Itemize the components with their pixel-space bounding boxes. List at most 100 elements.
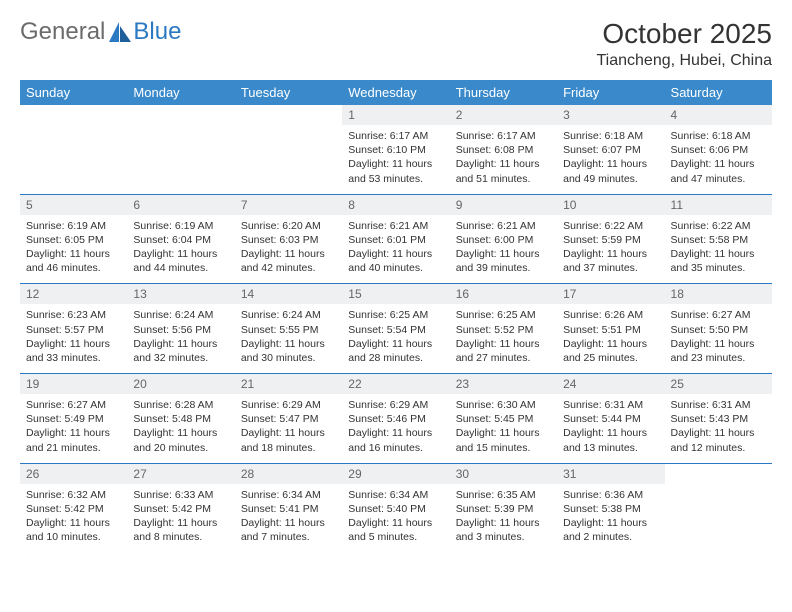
day-line: Sunrise: 6:19 AM (133, 219, 228, 233)
calendar-cell: 18Sunrise: 6:27 AMSunset: 5:50 PMDayligh… (665, 284, 772, 374)
day-line: Sunset: 5:40 PM (348, 502, 443, 516)
day-content: Sunrise: 6:25 AMSunset: 5:54 PMDaylight:… (342, 304, 449, 373)
day-line: and 20 minutes. (133, 441, 228, 455)
day-line: Daylight: 11 hours (348, 516, 443, 530)
day-line: Daylight: 11 hours (456, 337, 551, 351)
day-line: Sunset: 6:06 PM (671, 143, 766, 157)
day-line: and 16 minutes. (348, 441, 443, 455)
location-label: Tiancheng, Hubei, China (596, 52, 772, 70)
weekday-header: Wednesday (342, 80, 449, 105)
day-line: Sunrise: 6:36 AM (563, 488, 658, 502)
day-line: Sunset: 6:07 PM (563, 143, 658, 157)
title-block: October 2025 Tiancheng, Hubei, China (596, 18, 772, 70)
calendar-cell: 31Sunrise: 6:36 AMSunset: 5:38 PMDayligh… (557, 463, 664, 552)
calendar-cell: 8Sunrise: 6:21 AMSunset: 6:01 PMDaylight… (342, 194, 449, 284)
calendar-cell: 28Sunrise: 6:34 AMSunset: 5:41 PMDayligh… (235, 463, 342, 552)
day-line: Daylight: 11 hours (26, 337, 121, 351)
day-line: and 37 minutes. (563, 261, 658, 275)
day-line: Sunrise: 6:33 AM (133, 488, 228, 502)
calendar-table: Sunday Monday Tuesday Wednesday Thursday… (20, 80, 772, 552)
day-line: Daylight: 11 hours (671, 247, 766, 261)
day-line: Sunrise: 6:29 AM (241, 398, 336, 412)
day-line: Sunrise: 6:34 AM (241, 488, 336, 502)
day-content: Sunrise: 6:29 AMSunset: 5:46 PMDaylight:… (342, 394, 449, 463)
day-number: 2 (450, 105, 557, 125)
day-line: and 42 minutes. (241, 261, 336, 275)
day-line: Sunset: 5:54 PM (348, 323, 443, 337)
weekday-row: Sunday Monday Tuesday Wednesday Thursday… (20, 80, 772, 105)
day-line: Sunset: 6:05 PM (26, 233, 121, 247)
day-line: Sunset: 6:04 PM (133, 233, 228, 247)
day-line: Daylight: 11 hours (563, 157, 658, 171)
day-line: Sunset: 5:49 PM (26, 412, 121, 426)
day-number: 20 (127, 374, 234, 394)
day-line: Sunset: 5:59 PM (563, 233, 658, 247)
day-line: and 15 minutes. (456, 441, 551, 455)
day-number: 23 (450, 374, 557, 394)
day-line: Daylight: 11 hours (133, 426, 228, 440)
calendar-page: General Blue October 2025 Tiancheng, Hub… (0, 0, 792, 552)
day-line: Daylight: 11 hours (348, 337, 443, 351)
day-line: and 10 minutes. (26, 530, 121, 544)
day-line: and 25 minutes. (563, 351, 658, 365)
day-line: Daylight: 11 hours (241, 516, 336, 530)
day-number: 8 (342, 195, 449, 215)
day-line: Daylight: 11 hours (133, 516, 228, 530)
day-line: Sunset: 5:57 PM (26, 323, 121, 337)
day-content: Sunrise: 6:17 AMSunset: 6:10 PMDaylight:… (342, 125, 449, 194)
day-line: and 32 minutes. (133, 351, 228, 365)
day-number: 15 (342, 284, 449, 304)
day-line: Sunset: 5:51 PM (563, 323, 658, 337)
calendar-week: 12Sunrise: 6:23 AMSunset: 5:57 PMDayligh… (20, 284, 772, 374)
day-line: Sunset: 5:52 PM (456, 323, 551, 337)
day-content: Sunrise: 6:22 AMSunset: 5:58 PMDaylight:… (665, 215, 772, 284)
calendar-cell: 12 Sunrise: 6:23 AMSunset: 5:57 PMDayligh… (20, 284, 127, 374)
day-content: Sunrise: 6:32 AMSunset: 5:42 PMDaylight:… (20, 484, 127, 553)
day-line: Daylight: 11 hours (26, 516, 121, 530)
day-number: 3 (557, 105, 664, 125)
calendar-cell (20, 105, 127, 194)
day-number: 28 (235, 464, 342, 484)
day-line: Sunset: 5:43 PM (671, 412, 766, 426)
calendar-cell: 26Sunrise: 6:32 AMSunset: 5:42 PMDayligh… (20, 463, 127, 552)
day-number: 17 (557, 284, 664, 304)
calendar-cell: 23Sunrise: 6:30 AMSunset: 5:45 PMDayligh… (450, 374, 557, 464)
day-line: and 13 minutes. (563, 441, 658, 455)
day-content: Sunrise: 6:22 AMSunset: 5:59 PMDaylight:… (557, 215, 664, 284)
day-content: Sunrise: 6:34 AMSunset: 5:40 PMDaylight:… (342, 484, 449, 553)
day-number: 16 (450, 284, 557, 304)
day-line: Sunrise: 6:25 AM (348, 308, 443, 322)
day-number: 12 (20, 284, 127, 304)
day-line: Daylight: 11 hours (456, 516, 551, 530)
day-line: Sunset: 5:56 PM (133, 323, 228, 337)
day-line: Daylight: 11 hours (348, 157, 443, 171)
calendar-cell: 25Sunrise: 6:31 AMSunset: 5:43 PMDayligh… (665, 374, 772, 464)
calendar-week: 5Sunrise: 6:19 AMSunset: 6:05 PMDaylight… (20, 194, 772, 284)
day-number: 24 (557, 374, 664, 394)
calendar-cell (235, 105, 342, 194)
day-number: 14 (235, 284, 342, 304)
day-content (20, 125, 127, 137)
day-content: Sunrise: 6:24 AMSunset: 5:56 PMDaylight:… (127, 304, 234, 373)
day-line: Sunset: 5:58 PM (671, 233, 766, 247)
day-content: Sunrise: 6:24 AMSunset: 5:55 PMDaylight:… (235, 304, 342, 373)
calendar-cell: 4Sunrise: 6:18 AMSunset: 6:06 PMDaylight… (665, 105, 772, 194)
day-number: 29 (342, 464, 449, 484)
day-line: and 21 minutes. (26, 441, 121, 455)
calendar-cell: 10Sunrise: 6:22 AMSunset: 5:59 PMDayligh… (557, 194, 664, 284)
calendar-week: 1Sunrise: 6:17 AMSunset: 6:10 PMDaylight… (20, 105, 772, 194)
day-line: and 12 minutes. (671, 441, 766, 455)
day-line: Sunrise: 6:23 AM (26, 308, 121, 322)
day-line: Sunrise: 6:29 AM (348, 398, 443, 412)
day-number: 18 (665, 284, 772, 304)
day-line: and 39 minutes. (456, 261, 551, 275)
calendar-cell: 19Sunrise: 6:27 AMSunset: 5:49 PMDayligh… (20, 374, 127, 464)
day-line: Sunrise: 6:32 AM (26, 488, 121, 502)
day-content: Sunrise: 6:29 AMSunset: 5:47 PMDaylight:… (235, 394, 342, 463)
day-line: Daylight: 11 hours (348, 247, 443, 261)
day-line: Sunrise: 6:21 AM (456, 219, 551, 233)
day-line: and 18 minutes. (241, 441, 336, 455)
day-content: Sunrise: 6:33 AMSunset: 5:42 PMDaylight:… (127, 484, 234, 553)
day-line: Daylight: 11 hours (671, 157, 766, 171)
day-content: Sunrise: 6:34 AMSunset: 5:41 PMDaylight:… (235, 484, 342, 553)
